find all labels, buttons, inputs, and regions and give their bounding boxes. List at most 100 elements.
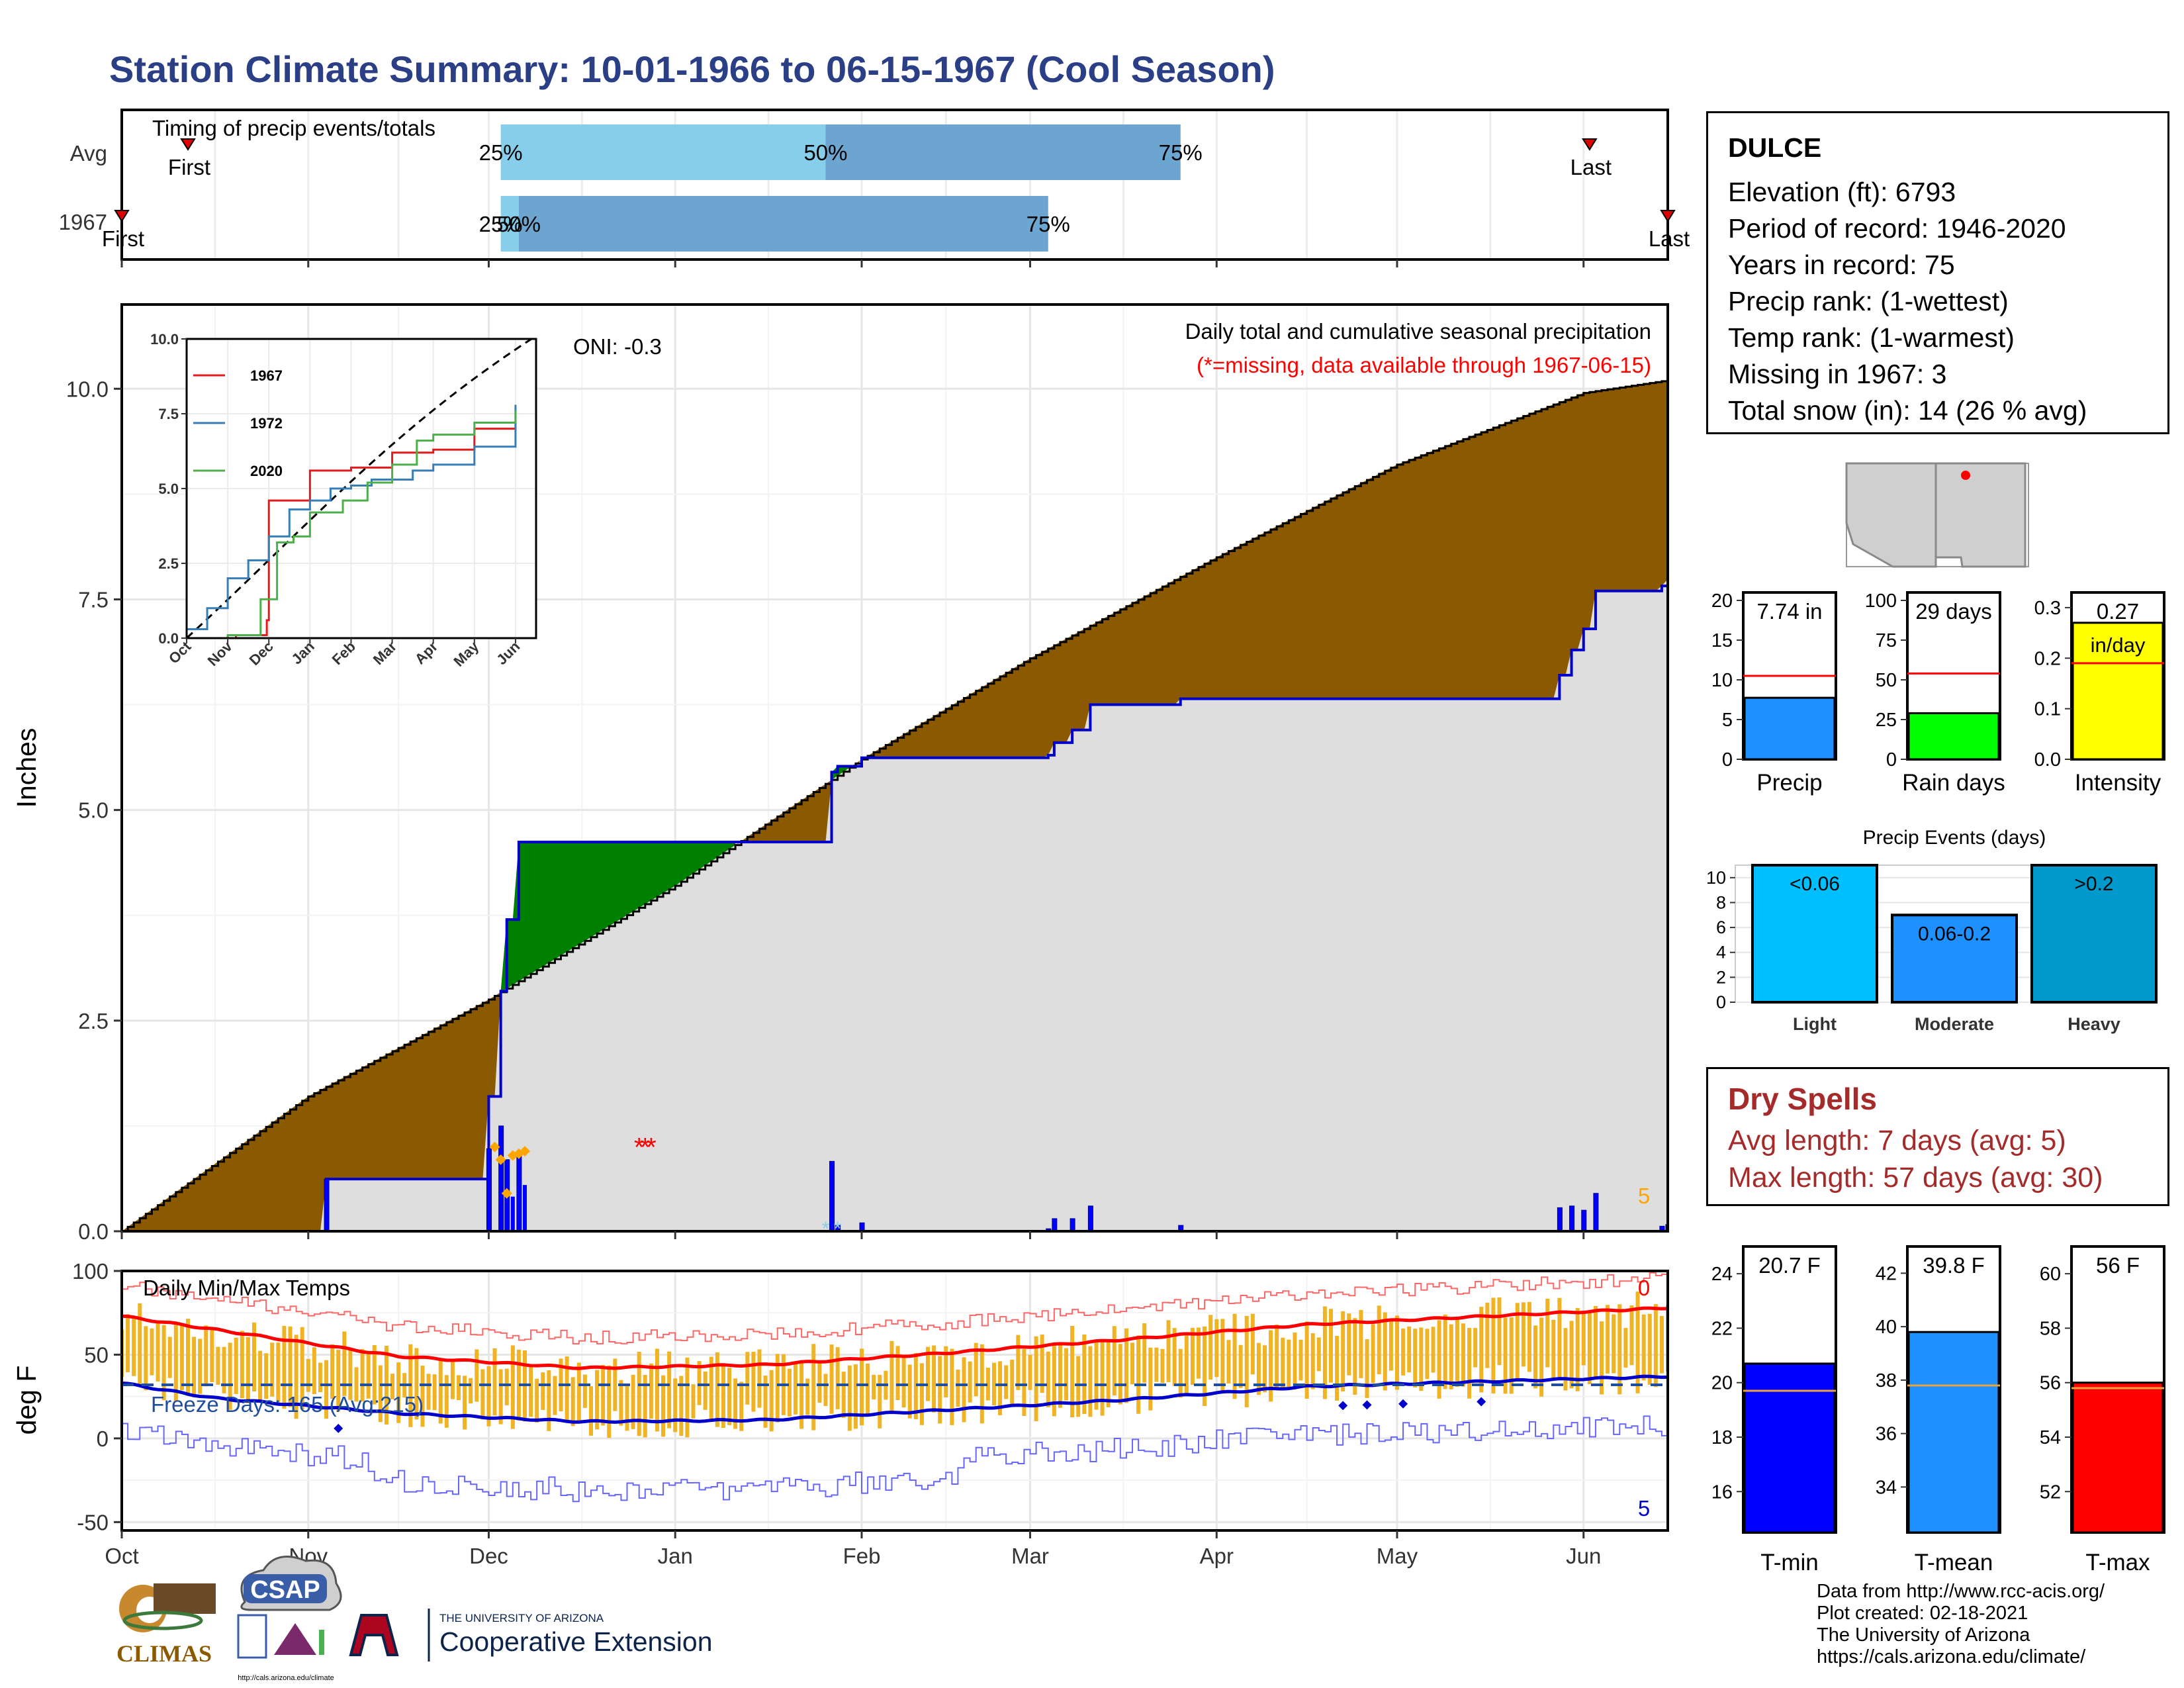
daily-temp-bar: [547, 1370, 551, 1431]
daily-temp-bar: [1281, 1337, 1285, 1388]
daily-temp-bar: [1244, 1315, 1249, 1407]
events-category-label: Moderate: [1915, 1014, 1994, 1034]
daily-temp-bar: [354, 1367, 359, 1402]
daily-precip-bar: [1069, 1218, 1075, 1231]
daily-temp-bar: [1250, 1313, 1255, 1375]
tmin-box-tick-label: 18: [1711, 1427, 1733, 1448]
tmin-box-value: 20.7 F: [1758, 1253, 1821, 1278]
daily-temp-bar: [1383, 1312, 1387, 1391]
daily-temp-bar: [1058, 1344, 1062, 1408]
daily-temp-bar: [853, 1364, 858, 1429]
daily-temp-bar: [336, 1350, 341, 1412]
daily-temp-bar: [414, 1348, 419, 1420]
daily-temp-bar: [709, 1356, 713, 1422]
daily-temp-bar: [210, 1329, 214, 1382]
daily-precip-bar: [1087, 1205, 1093, 1231]
daily-temp-bar: [1064, 1348, 1069, 1401]
tmax-box-label: T-max: [2085, 1550, 2150, 1575]
intensity-box-tick-label: 0.0: [2034, 749, 2061, 771]
inset-legend-label: 2020: [250, 463, 283, 479]
timing-last-marker: [1660, 210, 1676, 222]
daily-temp-bar: [1178, 1348, 1183, 1398]
inset-y-tick-label: 2.5: [158, 555, 179, 572]
daily-temp-bar: [1203, 1326, 1207, 1407]
temp-x-tick-label: May: [1377, 1544, 1418, 1568]
precip-y-tick-label: 0.0: [78, 1219, 109, 1244]
daily-temp-bar: [938, 1356, 942, 1424]
avg-cumulative-line: [122, 380, 1668, 1231]
daily-temp-bar: [1653, 1304, 1658, 1387]
daily-temp-bar: [228, 1342, 232, 1410]
daily-temp-bar: [1467, 1327, 1472, 1399]
daily-temp-bar: [144, 1326, 148, 1391]
daily-temp-bar: [1136, 1335, 1141, 1414]
daily-temp-bar: [679, 1376, 684, 1436]
csap-logo-text: CSAP: [250, 1576, 320, 1604]
daily-temp-bar: [631, 1374, 635, 1429]
trace-marker: *: [822, 1218, 830, 1240]
daily-temp-bar: [1515, 1303, 1520, 1379]
daily-temp-bar: [1347, 1313, 1351, 1376]
daily-temp-bar: [1443, 1314, 1447, 1389]
daily-temp-bar: [889, 1340, 894, 1414]
daily-temp-bar: [348, 1350, 353, 1400]
temp-y-tick-label: 0: [97, 1427, 109, 1451]
daily-temp-bar: [1635, 1291, 1640, 1393]
daily-temp-bar: [1220, 1319, 1225, 1391]
daily-temp-bar: [318, 1362, 322, 1393]
daily-temp-bar: [324, 1360, 329, 1419]
tmin-box-tick-label: 16: [1711, 1481, 1733, 1503]
daily-temp-bar: [1022, 1348, 1026, 1416]
daily-temp-bar: [1587, 1312, 1592, 1385]
daily-temp-bar: [1040, 1335, 1044, 1393]
daily-temp-bar: [1316, 1337, 1321, 1372]
oni-value: ONI: -0.3: [573, 334, 662, 359]
daily-temp-bar: [1641, 1314, 1646, 1381]
timing-label-q50: 50%: [497, 212, 541, 236]
daily-temp-bar: [805, 1378, 810, 1415]
daily-temp-bar: [1425, 1329, 1430, 1380]
daily-temp-bar: [1575, 1307, 1580, 1391]
daily-temp-bar: [625, 1385, 629, 1431]
daily-precip-bar: [510, 1196, 515, 1231]
events-tick-label: 6: [1716, 917, 1726, 937]
events-bar-label: <0.06: [1790, 873, 1840, 895]
daily-temp-bar: [775, 1354, 780, 1423]
csap-logo: CSAP http://cals.arizona.edu/climate: [237, 1556, 342, 1682]
tmean-box-bar: [1907, 1331, 2000, 1534]
daily-temp-bar: [1256, 1342, 1261, 1395]
footer-credits: Data from http://www.rcc-acis.org/ Plot …: [1817, 1581, 2105, 1668]
daily-temp-bar: [486, 1366, 491, 1427]
daily-temp-bar: [925, 1346, 930, 1401]
daily-temp-bar: [1287, 1339, 1291, 1387]
daily-temp-bar: [582, 1374, 587, 1408]
daily-temp-bar: [1214, 1319, 1219, 1378]
daily-temp-bar: [1184, 1335, 1189, 1396]
daily-temp-bar: [715, 1352, 719, 1427]
daily-temp-bar: [932, 1345, 936, 1413]
daily-temp-bar: [956, 1369, 960, 1407]
daily-temp-bar: [1509, 1317, 1514, 1394]
daily-temp-bar: [1557, 1297, 1562, 1381]
daily-temp-bar: [126, 1314, 130, 1372]
daily-temp-bar: [1612, 1314, 1616, 1374]
tmean-box-tick-label: 42: [1876, 1263, 1897, 1284]
record-low-marker: [1398, 1399, 1408, 1409]
daily-temp-bar: [1377, 1305, 1381, 1375]
daily-temp-bar: [919, 1363, 924, 1425]
timing-label-q50: 50%: [803, 140, 847, 165]
daily-temp-bar: [613, 1358, 617, 1411]
tmin-box-tick-label: 20: [1711, 1373, 1733, 1394]
daily-temp-bar: [240, 1331, 244, 1399]
temp-panel-title: Daily Min/Max Temps: [143, 1276, 350, 1300]
daily-temp-bar: [895, 1346, 900, 1400]
daily-temp-bar: [727, 1368, 732, 1425]
ua-big-text: Cooperative Extension: [439, 1626, 713, 1657]
daily-temp-bar: [1154, 1347, 1159, 1382]
daily-temp-bar: [588, 1386, 593, 1436]
dry-spells-max: Max length: 57 days (avg: 30): [1728, 1162, 2103, 1194]
events-tick-label: 8: [1716, 892, 1726, 912]
daily-temp-bar: [1004, 1365, 1009, 1399]
daily-temp-bar: [595, 1370, 600, 1430]
dry-spells-avg: Avg length: 7 days (avg: 5): [1728, 1125, 2066, 1156]
